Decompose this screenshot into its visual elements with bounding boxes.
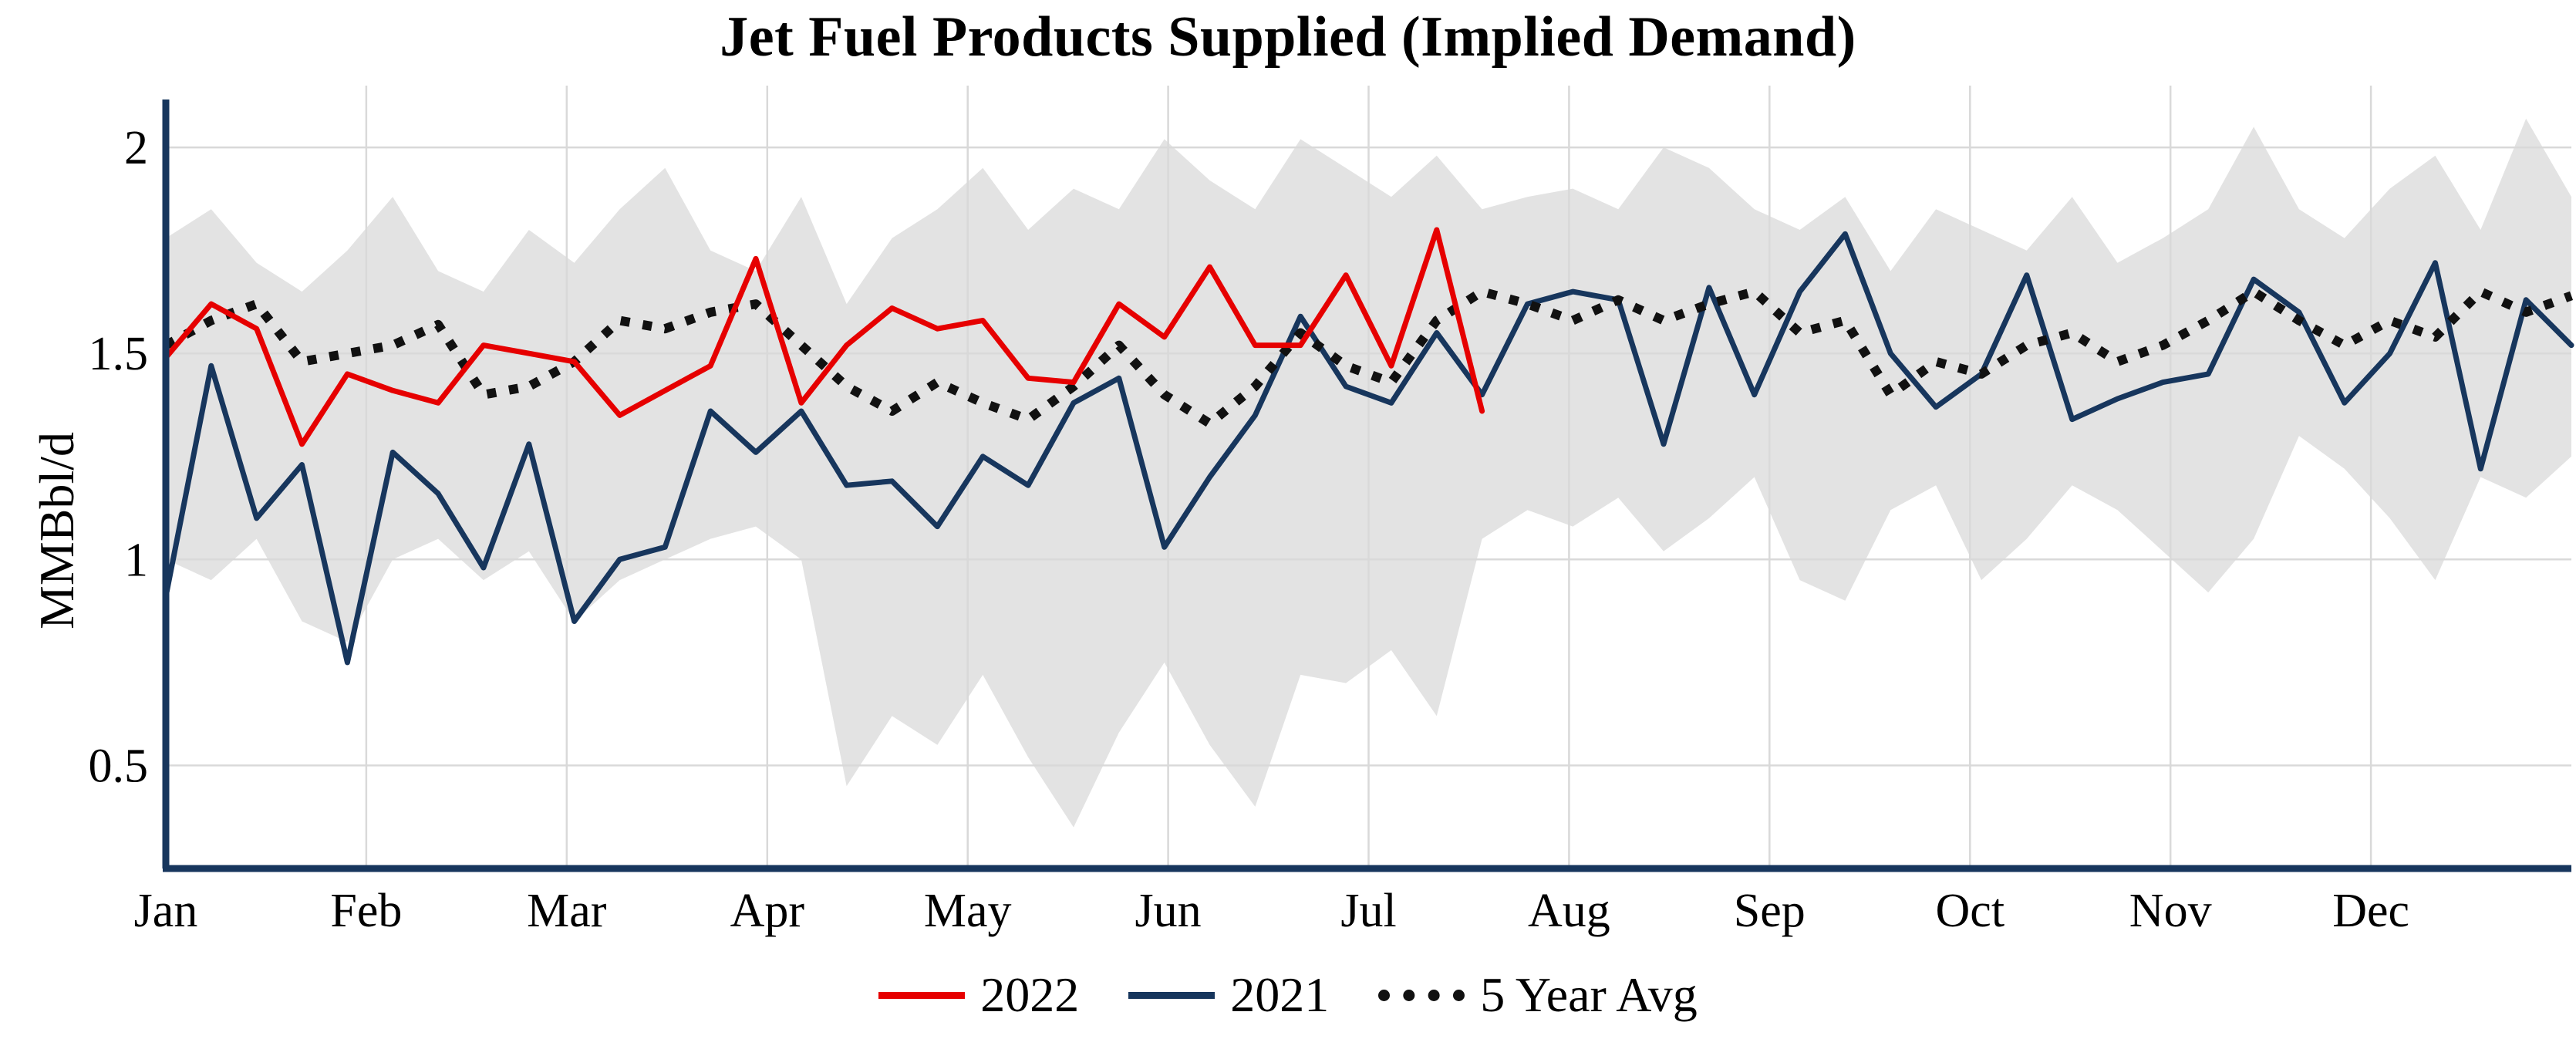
x-month-label: Dec [2332,885,2409,937]
series-line-2022 [163,227,1485,447]
chart-plot-area: MMBbl/d 0.5 1 1.5 2 Jan Feb Mar Apr May Jun Jul Aug… [0,70,2576,949]
x-month-label: Sep [1734,885,1806,937]
x-month-label: Aug [1528,885,1610,937]
legend-label-2022: 2022 [980,967,1080,1022]
legend-label-2021: 2021 [1230,967,1330,1022]
x-month-label: Feb [330,885,402,937]
legend-item-2021: 2021 [1128,966,1329,1024]
y-tick-label: 1.5 [89,328,149,380]
x-month-label: Jun [1135,885,1202,937]
x-month-label: May [924,885,1012,937]
x-month-label: Mar [527,885,607,937]
y-axis-label: MMBbl/d [29,431,84,630]
x-month-label: Jan [134,885,198,937]
y-tick-label: 0.5 [89,740,149,792]
legend-swatch-5yr-avg [1378,989,1465,1001]
legend-item-5yr-avg: 5 Year Avg [1378,966,1698,1024]
legend: 2022 2021 5 Year Avg [0,966,2576,1024]
legend-label-5yr-avg: 5 Year Avg [1480,967,1698,1022]
chart-title: Jet Fuel Products Supplied (Implied Dema… [720,5,1856,69]
x-month-label: Oct [1936,885,2005,937]
x-month-label: Jul [1340,885,1396,937]
legend-swatch-2021 [1128,991,1216,999]
x-month-label: Nov [2129,885,2212,937]
legend-item-2022: 2022 [878,966,1079,1024]
series-line-2021 [163,231,2574,666]
legend-swatch-2022 [878,991,966,999]
y-tick-label: 2 [124,122,148,174]
chart-plot: 0.5 1 1.5 2 Jan Feb Mar Apr May Jun Jul Aug Sep Oct No… [89,86,2574,937]
y-tick-label: 1 [124,534,148,586]
x-month-label: Apr [730,885,805,937]
